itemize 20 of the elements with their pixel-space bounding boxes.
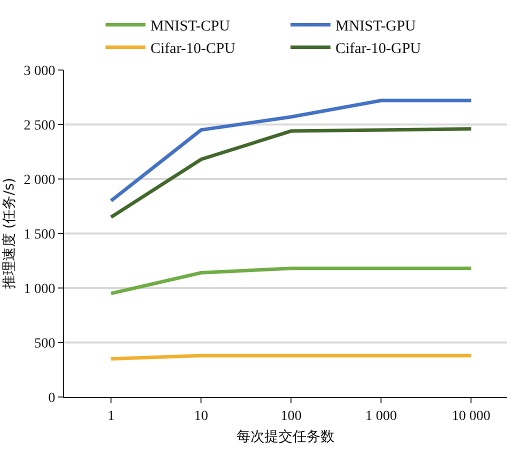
y-tick-label: 500 [34,336,56,352]
legend-label: MNIST-GPU [336,18,416,35]
x-tick-label: 1 000 [365,408,397,424]
y-tick-label: 2 500 [24,118,56,134]
x-tick-label: 10 [194,408,208,424]
x-tick-label: 1 [108,408,115,424]
x-axis-title: 每次提交任务数 [236,429,334,446]
line-series [109,127,473,219]
legend-label: Cifar-10-GPU [336,41,422,58]
legend-label: Cifar-10-CPU [150,41,236,58]
legend-label: MNIST-CPU [150,18,230,35]
y-tick-label: 1 000 [24,282,56,297]
x-tick-label: 100 [280,408,302,424]
line-series [109,98,473,203]
y-tick-label: 1 500 [24,227,56,242]
y-tick-label: 0 [48,390,56,406]
x-tick-label: 10 000 [452,408,490,424]
y-axis-title: 推理速度 (任务/s) [1,178,18,290]
y-tick-label: 3 000 [24,64,56,79]
y-tick-label: 2 000 [24,172,56,188]
